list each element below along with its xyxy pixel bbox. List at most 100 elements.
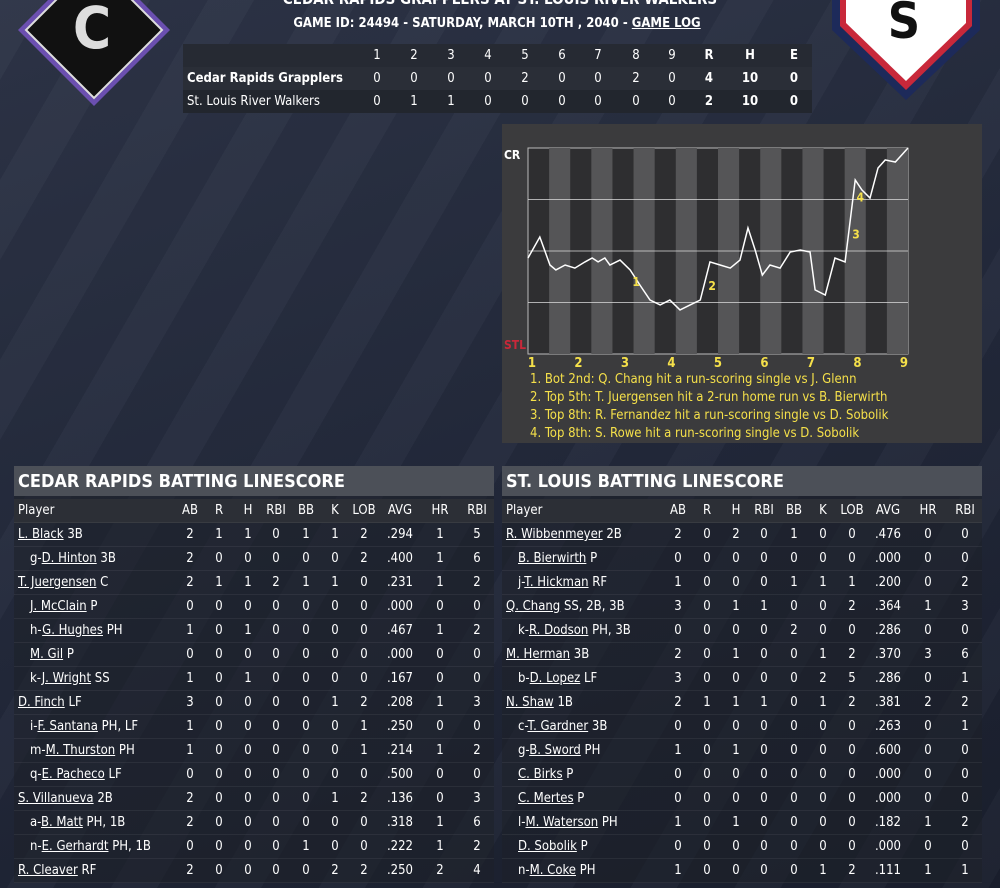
column-header: HR <box>431 503 449 518</box>
position: PH, LF <box>101 719 139 734</box>
player-name[interactable]: E. Gerhardt <box>41 839 109 854</box>
stat-cell: 0 <box>819 719 827 734</box>
stat-cell: .000 <box>874 551 902 566</box>
player-name[interactable]: D. Finch <box>18 695 65 710</box>
stat-cell: 0 <box>790 647 798 662</box>
position: P <box>580 839 588 854</box>
player-row: J. McClain P 0 0 0 0 0 0 0 .000 0 0 <box>14 595 494 619</box>
stat-cell: 0 <box>703 719 711 734</box>
player-name[interactable]: C. Birks <box>518 767 563 782</box>
stat-cell: 5 <box>473 527 481 542</box>
column-header: HR <box>919 503 937 518</box>
stat-cell: 0 <box>732 551 740 566</box>
stat-cell: 2 <box>848 599 856 614</box>
position: LF <box>68 695 82 710</box>
position: PH <box>118 743 135 758</box>
stat-cell: 0 <box>924 791 932 806</box>
stat-cell: 2 <box>674 527 682 542</box>
player-name[interactable]: J. Wright <box>41 671 92 686</box>
stat-cell: 3 <box>473 791 481 806</box>
win-probability-panel: 1 2 3 4 CR STL 1 2 3 4 5 6 7 8 9 1. Bot 2nd: Q. Chang h… <box>502 124 982 443</box>
column-header: R <box>702 503 712 518</box>
player-name[interactable]: R. Wibbenmeyer <box>506 527 603 542</box>
player-name[interactable]: M. Thurston <box>45 743 116 758</box>
position: 3B <box>591 719 608 734</box>
stat-cell: 2 <box>924 695 932 710</box>
sub-code: g- <box>30 551 42 566</box>
event-marker: 4 <box>857 190 865 204</box>
position: LF <box>108 767 122 782</box>
player-cell: S. Villanueva 2B <box>18 787 113 810</box>
stat-cell: 0 <box>790 743 798 758</box>
stat-cell: 0 <box>244 719 252 734</box>
score-cell: 0 <box>484 71 492 86</box>
column-header: 1 <box>373 48 381 63</box>
stat-cell: 2 <box>961 575 969 590</box>
score-cell: 0 <box>668 94 676 109</box>
player-name[interactable]: S. Villanueva <box>18 791 94 806</box>
inning-label: 3 <box>621 356 629 371</box>
stat-cell: 1 <box>436 743 444 758</box>
stat-cell: 2 <box>186 815 194 830</box>
stat-cell: 0 <box>674 719 682 734</box>
player-row: B. Bierwirth P 0 0 0 0 0 0 0 .000 0 0 <box>502 547 982 571</box>
player-name[interactable]: G. Hughes <box>42 623 103 638</box>
stat-cell: 0 <box>732 863 740 878</box>
player-cell: j-T. Hickman RF <box>518 571 607 594</box>
stat-cell: 0 <box>302 791 310 806</box>
player-name[interactable]: F. Santana <box>37 719 98 734</box>
stat-cell: 2 <box>186 791 194 806</box>
player-name[interactable]: M. Gil <box>30 647 64 662</box>
player-name[interactable]: M. Herman <box>506 647 571 662</box>
player-name[interactable]: T. Hickman <box>524 575 589 590</box>
player-name[interactable]: T. Juergensen <box>18 575 97 590</box>
player-name[interactable]: R. Cleaver <box>18 863 78 878</box>
stat-cell: 0 <box>436 719 444 734</box>
stat-cell: 0 <box>703 791 711 806</box>
score-cell: 2 <box>704 94 714 109</box>
player-cell: k-J. Wright SS <box>30 667 110 690</box>
player-name[interactable]: C. Mertes <box>518 791 574 806</box>
player-name[interactable]: J. McClain <box>30 599 87 614</box>
stat-cell: 2 <box>473 575 481 590</box>
stat-cell: 1 <box>302 839 310 854</box>
player-row: C. Mertes P 0 0 0 0 0 0 0 .000 0 0 <box>502 787 982 811</box>
player-name[interactable]: Q. Chang <box>506 599 561 614</box>
player-name[interactable]: B. Matt <box>40 815 83 830</box>
player-name[interactable]: N. Shaw <box>506 695 554 710</box>
game-log-link[interactable]: GAME LOG <box>631 16 701 31</box>
player-cell: N. Shaw 1B <box>506 691 573 714</box>
position: PH, 3B <box>592 623 631 638</box>
stat-cell: .000 <box>874 839 902 854</box>
column-header: K <box>819 503 827 518</box>
player-row: a-B. Matt PH, 1B 2 0 0 0 0 0 0 .318 1 6 <box>14 811 494 835</box>
stat-cell: 0 <box>848 623 856 638</box>
player-name[interactable]: R. Dodson <box>529 623 589 638</box>
player-name[interactable]: D. Lopez <box>529 671 581 686</box>
player-cell: n-E. Gerhardt PH, 1B <box>30 835 151 858</box>
stat-cell: 0 <box>244 791 252 806</box>
stat-cell: 0 <box>848 839 856 854</box>
stat-cell: .250 <box>386 719 414 734</box>
player-row: S. Villanueva 2B 2 0 0 0 0 1 2 .136 0 3 <box>14 787 494 811</box>
stat-cell: .000 <box>874 791 902 806</box>
player-name[interactable]: D. Sobolik <box>518 839 577 854</box>
sub-code: b- <box>518 671 530 686</box>
stat-cell: 0 <box>961 623 969 638</box>
stat-cell: 0 <box>819 791 827 806</box>
position: 2B <box>606 527 622 542</box>
stat-cell: 0 <box>790 791 798 806</box>
stat-cell: 0 <box>360 671 368 686</box>
stat-cell: 0 <box>215 695 223 710</box>
player-name[interactable]: B. Bierwirth <box>518 551 587 566</box>
player-name[interactable]: M. Coke <box>529 863 576 878</box>
player-name[interactable]: M. Waterson <box>525 815 599 830</box>
player-name[interactable]: D. Hinton <box>41 551 97 566</box>
player-name[interactable]: B. Sword <box>529 743 581 758</box>
player-name[interactable]: E. Pacheco <box>41 767 105 782</box>
player-name[interactable]: T. Gardner <box>527 719 589 734</box>
stat-cell: 1 <box>436 815 444 830</box>
player-name[interactable]: L. Black <box>18 527 64 542</box>
stat-cell: 3 <box>961 599 969 614</box>
game-title: CEDAR RAPIDS GRAPPLERS AT ST. LOUIS RIVE… <box>0 0 1000 8</box>
